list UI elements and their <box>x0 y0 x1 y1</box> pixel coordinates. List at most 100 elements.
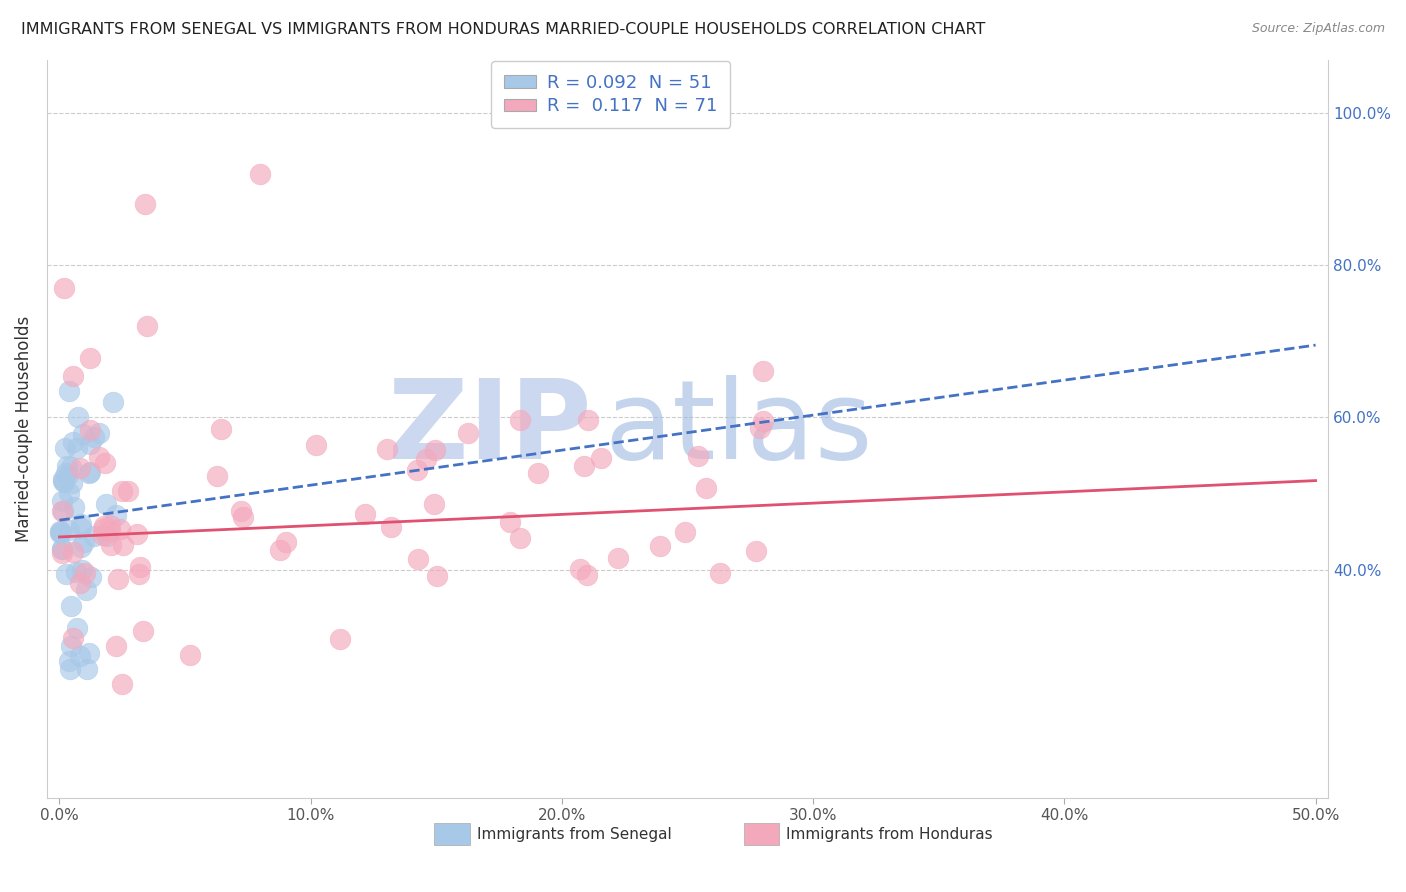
Point <box>66 441 89 455</box>
Point <box>62 434 84 449</box>
Point <box>93 519 115 533</box>
Point <box>117 484 139 499</box>
Point <box>51 541 73 556</box>
Text: Source: ZipAtlas.com: Source: ZipAtlas.com <box>1251 22 1385 36</box>
Point <box>105 639 128 653</box>
Point <box>405 463 427 477</box>
Point <box>695 481 717 495</box>
Point <box>51 541 73 556</box>
Point <box>709 566 731 580</box>
Point <box>423 443 446 458</box>
Point <box>752 364 775 378</box>
Point <box>63 500 86 514</box>
Point <box>51 546 73 560</box>
Point <box>87 425 110 440</box>
Point <box>49 525 72 540</box>
Point <box>79 351 101 366</box>
Point <box>79 436 101 450</box>
Point <box>62 369 84 384</box>
Point <box>107 572 129 586</box>
Point <box>73 535 96 549</box>
Point <box>422 498 444 512</box>
Point <box>98 517 121 532</box>
Y-axis label: Married-couple Households: Married-couple Households <box>15 316 32 542</box>
Point <box>128 566 150 581</box>
Point <box>111 538 134 552</box>
Point <box>52 504 75 518</box>
Point <box>52 475 75 489</box>
Point <box>576 568 599 582</box>
Point <box>58 384 80 398</box>
Point <box>131 624 153 638</box>
Point <box>111 677 134 691</box>
Point <box>79 466 101 480</box>
Point <box>96 497 118 511</box>
Point <box>686 450 709 464</box>
Point <box>105 508 128 522</box>
Point <box>103 395 125 409</box>
Point <box>56 459 79 474</box>
Text: atlas: atlas <box>605 376 873 483</box>
Text: IMMIGRANTS FROM SENEGAL VS IMMIGRANTS FROM HONDURAS MARRIED-COUPLE HOUSEHOLDS CO: IMMIGRANTS FROM SENEGAL VS IMMIGRANTS FR… <box>21 22 986 37</box>
Point <box>100 538 122 552</box>
Point <box>648 539 671 553</box>
Point <box>51 525 73 540</box>
Point <box>69 460 91 475</box>
Text: Immigrants from Senegal: Immigrants from Senegal <box>477 827 671 842</box>
Point <box>60 599 83 613</box>
Point <box>98 524 121 538</box>
Point <box>55 466 77 480</box>
Point <box>70 521 93 535</box>
Point <box>606 551 628 566</box>
Point <box>329 632 352 646</box>
Point <box>79 423 101 437</box>
Point <box>108 522 131 536</box>
Point <box>749 421 772 435</box>
Point <box>96 529 118 543</box>
Text: Immigrants from Honduras: Immigrants from Honduras <box>786 827 993 842</box>
Point <box>76 662 98 676</box>
Point <box>249 167 271 181</box>
Point <box>415 452 437 467</box>
Point <box>75 583 97 598</box>
Point <box>49 524 72 539</box>
Point <box>591 450 613 465</box>
Point <box>53 442 76 456</box>
Point <box>380 520 402 534</box>
Point <box>69 575 91 590</box>
Point <box>745 543 768 558</box>
Point <box>79 465 101 479</box>
Point <box>572 459 595 474</box>
Point <box>59 662 82 676</box>
Point <box>353 507 375 521</box>
Point <box>59 459 82 474</box>
Point <box>94 456 117 470</box>
Text: ZIP: ZIP <box>388 376 592 483</box>
Point <box>72 426 94 441</box>
Point <box>58 654 80 668</box>
Point <box>65 565 87 579</box>
Point <box>457 425 479 440</box>
Point <box>73 566 96 581</box>
Point <box>408 551 430 566</box>
Point <box>89 450 111 464</box>
Point <box>375 442 398 456</box>
Point <box>51 504 73 518</box>
Point <box>568 562 591 576</box>
Point <box>751 414 773 428</box>
Point <box>305 438 328 452</box>
Point <box>66 621 89 635</box>
Point <box>83 430 105 444</box>
Point <box>70 563 93 577</box>
Point <box>135 319 157 334</box>
Point <box>66 410 89 425</box>
Point <box>576 413 599 427</box>
Point <box>125 527 148 541</box>
Point <box>62 544 84 558</box>
Point <box>426 569 449 583</box>
Point <box>53 281 76 295</box>
Point <box>52 472 75 486</box>
Point <box>58 486 80 500</box>
Point <box>111 484 134 499</box>
Point <box>209 422 232 436</box>
